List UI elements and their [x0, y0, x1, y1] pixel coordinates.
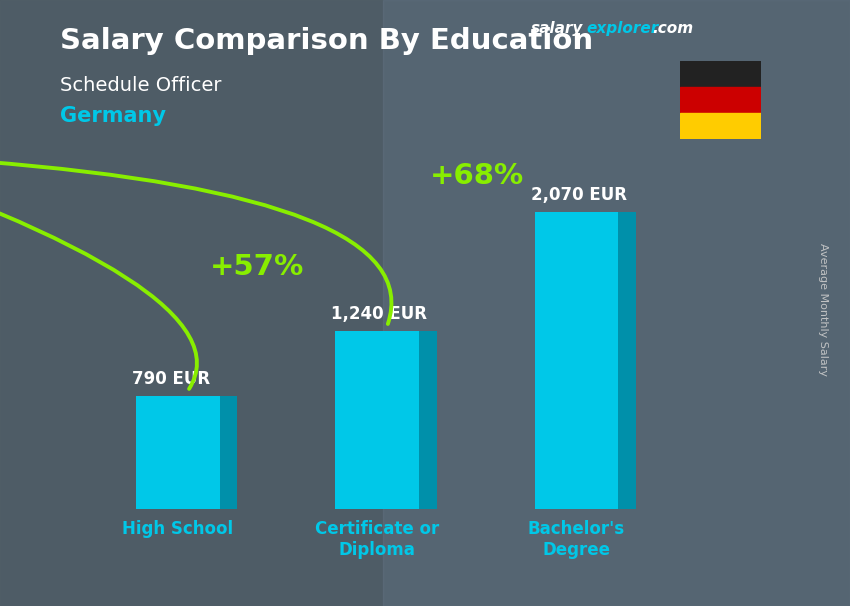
Text: +68%: +68% — [429, 162, 524, 190]
Text: Schedule Officer: Schedule Officer — [60, 76, 221, 95]
Bar — [680, 113, 761, 139]
Bar — [0, 0, 382, 606]
FancyBboxPatch shape — [335, 331, 419, 509]
Text: .com: .com — [652, 21, 693, 36]
Bar — [382, 0, 850, 606]
Text: +57%: +57% — [210, 253, 304, 281]
FancyBboxPatch shape — [535, 211, 618, 509]
FancyBboxPatch shape — [136, 396, 219, 509]
Polygon shape — [419, 331, 437, 509]
Text: 2,070 EUR: 2,070 EUR — [530, 186, 626, 204]
Text: 790 EUR: 790 EUR — [132, 370, 210, 388]
Bar — [680, 61, 761, 87]
Text: Germany: Germany — [60, 106, 166, 126]
Polygon shape — [618, 211, 637, 509]
Text: salary: salary — [531, 21, 584, 36]
Text: explorer: explorer — [586, 21, 659, 36]
Text: 1,240 EUR: 1,240 EUR — [332, 305, 428, 323]
Bar — [680, 87, 761, 113]
Text: Average Monthly Salary: Average Monthly Salary — [818, 242, 828, 376]
Text: Salary Comparison By Education: Salary Comparison By Education — [60, 27, 592, 55]
Polygon shape — [219, 396, 237, 509]
